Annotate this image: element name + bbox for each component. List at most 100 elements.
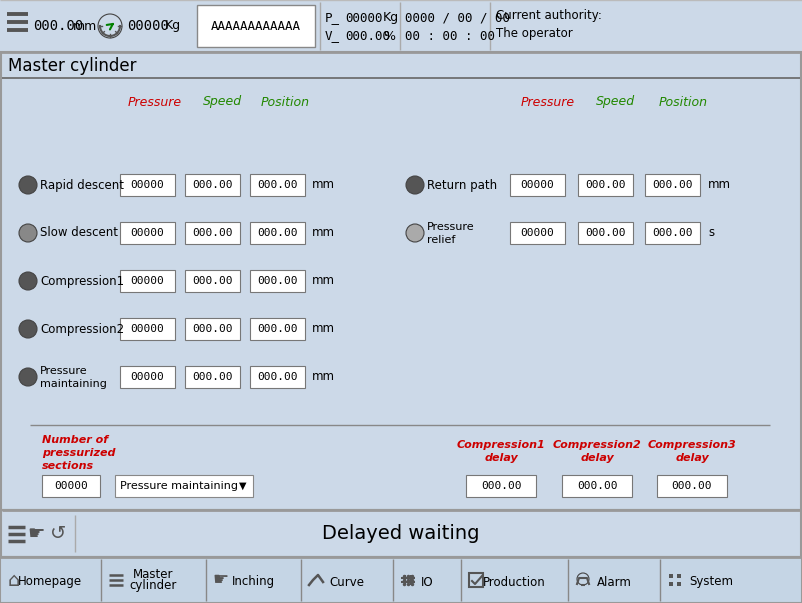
Text: 000.00: 000.00 [192, 276, 233, 286]
Bar [677, 582, 681, 586]
Text: 000.00: 000.00 [257, 324, 298, 334]
Text: Inching: Inching [232, 575, 275, 589]
Text: delay: delay [580, 453, 614, 463]
Text: 000.00: 000.00 [33, 19, 83, 33]
Text: System: System [690, 575, 734, 589]
Bar [250, 366, 305, 388]
Text: Current authority:: Current authority: [496, 10, 602, 22]
Circle shape [19, 224, 37, 242]
Bar [250, 174, 305, 196]
Text: mm: mm [312, 178, 335, 192]
Text: 00000: 00000 [131, 372, 164, 382]
Text: Position: Position [261, 95, 310, 109]
Text: 00000: 00000 [54, 481, 88, 491]
Text: sections: sections [42, 461, 94, 471]
Circle shape [406, 176, 424, 194]
Bar [185, 318, 240, 340]
Text: 00000: 00000 [131, 228, 164, 238]
Bar [250, 270, 305, 292]
Text: Compression1: Compression1 [40, 274, 124, 288]
Text: s: s [708, 227, 714, 239]
Text: mm: mm [312, 370, 335, 384]
Text: Kg: Kg [383, 11, 399, 25]
Text: Production: Production [483, 575, 546, 589]
Text: Pressure: Pressure [40, 366, 87, 376]
Bar [185, 174, 240, 196]
Bar [578, 222, 633, 244]
Text: 000.00: 000.00 [192, 180, 233, 190]
Text: ☛: ☛ [213, 571, 229, 589]
Bar [466, 475, 536, 497]
Text: V_: V_ [325, 30, 340, 42]
Text: 00000: 00000 [345, 11, 383, 25]
Bar [185, 366, 240, 388]
Text: Kg: Kg [165, 19, 181, 33]
Bar [185, 270, 240, 292]
Circle shape [19, 368, 37, 386]
Text: %: % [383, 30, 395, 42]
Text: 000.00: 000.00 [577, 481, 618, 491]
Bar [562, 475, 632, 497]
Text: 00000: 00000 [520, 180, 554, 190]
Text: Speed: Speed [202, 95, 241, 109]
Text: 000.00: 000.00 [672, 481, 712, 491]
Circle shape [98, 14, 122, 38]
Bar [115, 475, 253, 497]
Text: 00000: 00000 [520, 228, 554, 238]
Bar [645, 222, 700, 244]
Bar [1, 52, 801, 510]
Text: Pressure: Pressure [128, 95, 182, 109]
Bar [197, 5, 315, 47]
Text: Pressure maintaining: Pressure maintaining [120, 481, 238, 491]
Circle shape [19, 272, 37, 290]
Text: 000.00: 000.00 [345, 30, 390, 42]
Text: 000.00: 000.00 [192, 372, 233, 382]
Bar [250, 318, 305, 340]
Text: Compression2: Compression2 [40, 323, 124, 335]
Bar [120, 318, 175, 340]
Text: 00000: 00000 [131, 324, 164, 334]
Text: IO: IO [421, 575, 433, 589]
Text: Master cylinder: Master cylinder [8, 57, 136, 75]
Bar [469, 573, 483, 587]
Text: Return path: Return path [427, 178, 497, 192]
Text: Pressure: Pressure [521, 95, 575, 109]
Text: ☛: ☛ [27, 524, 45, 543]
Text: 000.00: 000.00 [257, 276, 298, 286]
Text: 000.00: 000.00 [585, 228, 626, 238]
Bar [250, 222, 305, 244]
Text: The operator: The operator [496, 28, 573, 40]
Text: 00000: 00000 [127, 19, 169, 33]
Text: mm: mm [312, 227, 335, 239]
Text: 00 : 00 : 00: 00 : 00 : 00 [405, 30, 495, 42]
Bar [1, 510, 801, 557]
Text: Position: Position [658, 95, 707, 109]
Text: Delayed waiting: Delayed waiting [322, 524, 480, 543]
Text: 00000: 00000 [131, 180, 164, 190]
Text: 000.00: 000.00 [257, 372, 298, 382]
Text: ▼: ▼ [239, 481, 247, 491]
Text: 00000: 00000 [131, 276, 164, 286]
Text: maintaining: maintaining [40, 379, 107, 389]
Text: Compression3: Compression3 [648, 440, 736, 450]
Text: delay: delay [675, 453, 709, 463]
Text: cylinder: cylinder [130, 579, 177, 593]
Text: Slow descent: Slow descent [40, 227, 118, 239]
Circle shape [577, 573, 589, 585]
Bar [42, 475, 100, 497]
Text: mm: mm [312, 274, 335, 288]
Circle shape [19, 176, 37, 194]
Text: Rapid descent: Rapid descent [40, 178, 124, 192]
Circle shape [406, 224, 424, 242]
Bar [120, 174, 175, 196]
Text: mm: mm [73, 19, 97, 33]
Text: mm: mm [708, 178, 731, 192]
Text: Compression2: Compression2 [553, 440, 642, 450]
Text: 000.00: 000.00 [585, 180, 626, 190]
Text: delay: delay [484, 453, 518, 463]
Text: Compression1: Compression1 [456, 440, 545, 450]
Bar [578, 174, 633, 196]
Text: relief: relief [427, 235, 456, 245]
Text: 000.00: 000.00 [192, 324, 233, 334]
Text: 000.00: 000.00 [652, 228, 693, 238]
